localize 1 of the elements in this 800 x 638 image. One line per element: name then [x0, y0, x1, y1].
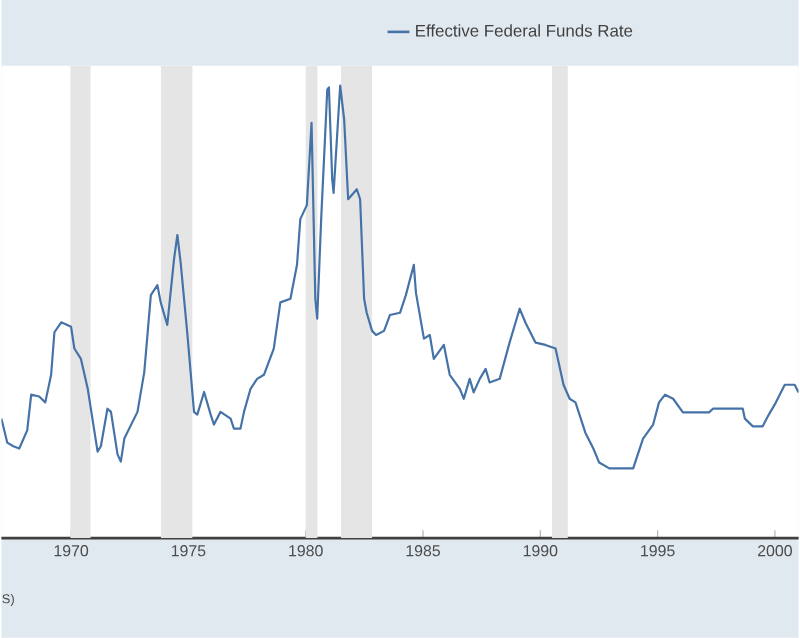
- legend-label: Effective Federal Funds Rate: [416, 24, 633, 37]
